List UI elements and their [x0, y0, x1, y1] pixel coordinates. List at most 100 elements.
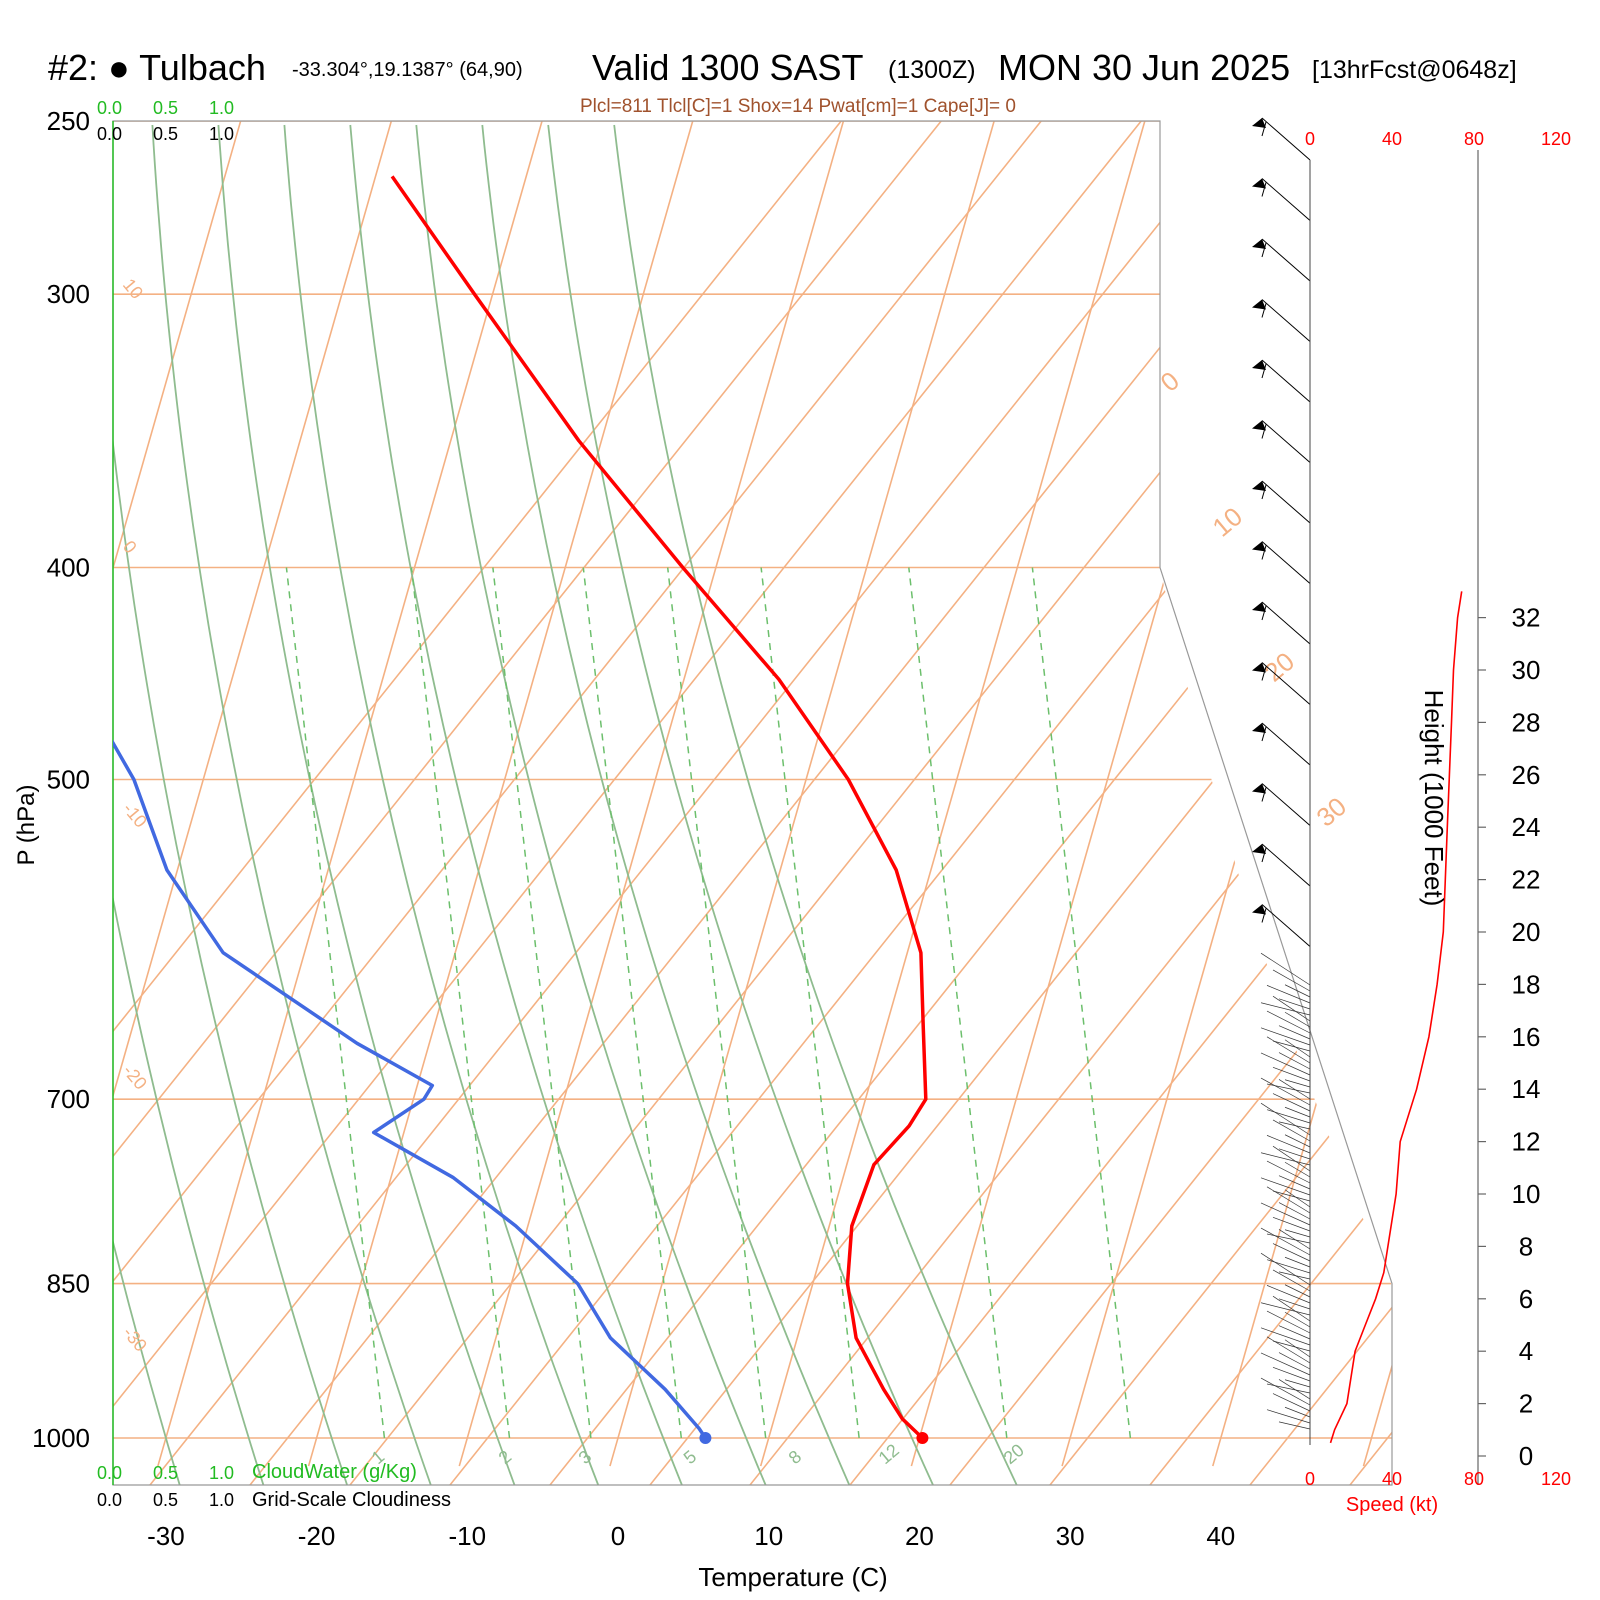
wind-barb-line [1272, 1216, 1311, 1232]
station-title: #2: ● Tulbach [48, 47, 266, 88]
mixing-ratio-line [666, 567, 767, 1439]
wind-barb-staff [1261, 299, 1311, 342]
wind-barb-line [1284, 1229, 1311, 1238]
wind-barb-line [1278, 1379, 1311, 1400]
wind-barb-feather [1261, 605, 1267, 621]
speed-tick-label-top: 120 [1541, 129, 1571, 149]
wind-barb-line [1278, 1175, 1311, 1190]
speed-tick-label-top: 0 [1305, 129, 1315, 149]
wind-barb-line [1278, 1202, 1311, 1220]
wind-barb-feather [1261, 424, 1267, 439]
wind-barb-line [1284, 1011, 1311, 1028]
valid-time: Valid 1300 SAST [592, 47, 864, 88]
wind-barb-line [1266, 1336, 1311, 1364]
wind-barb-line [1272, 1366, 1311, 1382]
wind-barb-line [1284, 1256, 1311, 1268]
wind-barb-line [1278, 1325, 1311, 1340]
speed-tick-label-top: 40 [1382, 129, 1402, 149]
wind-barb-line [1284, 1406, 1311, 1418]
height-tick-label: 22 [1512, 865, 1541, 895]
height-tick-label: 6 [1519, 1284, 1533, 1314]
pressure-tick-label: 300 [47, 279, 90, 309]
wind-barb-line [1272, 1393, 1311, 1412]
diagonal-grid-line [1550, 121, 1600, 1485]
diagonal-grid-line [113, 121, 842, 1485]
cloudwater-scale-bottom-2: 1.0 [209, 1463, 234, 1483]
plot-frame [112, 120, 1393, 1486]
pressure-tick-label: 400 [47, 553, 90, 583]
wind-barb-line [1260, 1177, 1311, 1196]
wind-barb-line [1260, 1002, 1311, 1016]
wind-barb-line [1278, 1052, 1311, 1070]
wind-barb-pennant [1252, 662, 1266, 673]
wind-barb-pennant [1252, 783, 1266, 794]
wind-speed-line [1329, 591, 1463, 1444]
wind-barb-line [1284, 984, 1311, 998]
wind-barb-feather [1261, 908, 1267, 923]
mixing-ratio-line [492, 567, 592, 1439]
wind-barb-staff [1261, 904, 1311, 947]
stability-indices: Plcl=811 Tlcl[C]=1 Shox=14 Pwat[cm]=1 Ca… [580, 96, 1016, 117]
wind-barb-line [1272, 1145, 1311, 1172]
diagonal-grid-line [849, 121, 1392, 1485]
wind-barbs [1252, 117, 1311, 1445]
pressure-tick-label: 250 [47, 106, 90, 136]
pressure-tick-label: 700 [47, 1084, 90, 1114]
cloudiness-scale-top-2: 1.0 [209, 124, 234, 144]
wind-barb-feather [1261, 666, 1267, 681]
wind-barb-line [1260, 1077, 1311, 1106]
isotherm-label-left: -30 [119, 1323, 151, 1356]
speed-tick-label-bottom: 0 [1305, 1469, 1315, 1489]
wind-barb-feather [1261, 726, 1267, 742]
wind-barb-feather [1261, 484, 1267, 500]
wind-barb-line [1284, 1039, 1311, 1058]
moist-adiabat-line [547, 124, 934, 1485]
pressure-tick-label: 500 [47, 765, 90, 795]
wind-barb-staff [1261, 420, 1311, 463]
wind-barb-pennant [1252, 602, 1266, 612]
valid-date: MON 30 Jun 2025 [998, 47, 1290, 88]
diagonal-grid-line [249, 121, 1342, 1485]
moist-adiabat-line [113, 124, 181, 1485]
wind-barb-pennant [1252, 481, 1266, 491]
wind-barb-pennant [1252, 420, 1266, 431]
wind-barb-line [1272, 1190, 1311, 1202]
speed-tick-label-top: 80 [1464, 129, 1484, 149]
isotherm-label-left: 10 [119, 275, 147, 303]
height-tick-label: 26 [1512, 760, 1541, 790]
mixing-ratio-label: 8 [785, 1446, 806, 1468]
wind-barb-staff [1261, 238, 1311, 282]
wind-barb-pennant [1252, 844, 1266, 854]
wind-barb-line [1284, 1339, 1311, 1358]
mixing-ratio-label: 12 [875, 1440, 903, 1468]
cloudiness-scale-top-1: 0.5 [153, 124, 178, 144]
moist-adiabat-line [151, 124, 432, 1485]
wind-barb-line [1278, 1148, 1311, 1160]
wind-barb-line [1260, 1302, 1311, 1316]
wind-barb-line [1278, 1352, 1311, 1370]
diagonal-grid-line [449, 121, 1392, 1485]
mixing-ratio-label: 2 [495, 1446, 516, 1468]
temperature-line [390, 175, 928, 1440]
diagonal-grid-line [149, 121, 1242, 1485]
speed-tick-label-bottom: 120 [1541, 1469, 1571, 1489]
height-tick-label: 8 [1519, 1231, 1533, 1261]
isotherm-line [1212, 121, 1392, 1467]
height-tick-label: 16 [1512, 1022, 1541, 1052]
wind-barb-pennant [1252, 299, 1266, 310]
wind-barb-line [1272, 1243, 1311, 1262]
isotherm-label-right: 0 [1155, 365, 1185, 397]
wind-barb-staff [1261, 359, 1311, 403]
moist-adiabat-line [217, 124, 516, 1485]
wind-barb-staff [1261, 783, 1311, 826]
mixing-ratio-line [760, 567, 860, 1439]
wind-barb-staff [1261, 722, 1311, 766]
isotherm-line [157, 121, 543, 1467]
moist-adiabat-line [283, 124, 600, 1485]
wind-barb-line [1260, 1327, 1311, 1346]
wind-barb-line [1278, 1229, 1311, 1250]
height-tick-label: 4 [1519, 1336, 1533, 1366]
wind-barb-feather [1261, 303, 1267, 318]
